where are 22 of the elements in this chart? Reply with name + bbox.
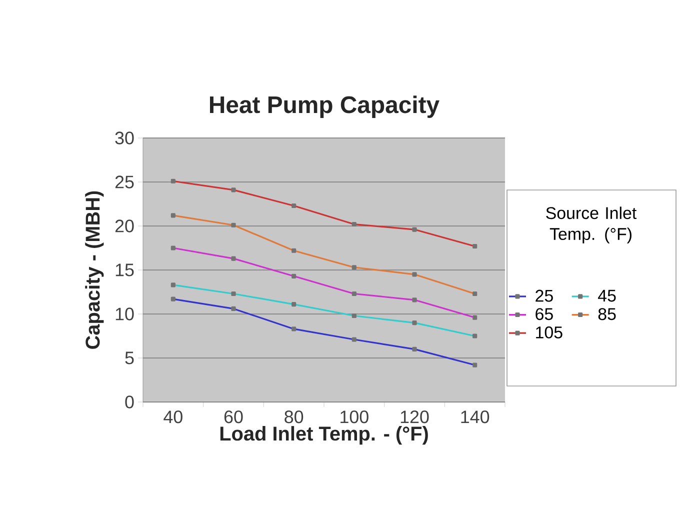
chart-title: Heat Pump Capacity — [210, 96, 440, 118]
y-tick-label: 30 — [115, 132, 134, 144]
legend-label: 105 — [536, 326, 562, 338]
x-tick-label: 80 — [284, 410, 304, 424]
legend-title: Source Inlet Temp. (°F) — [546, 206, 637, 244]
x-axis-title: Load Inlet Temp. - (°F) — [220, 426, 428, 445]
x-tick-label: 60 — [224, 410, 243, 424]
x-tick-label: 100 — [340, 410, 368, 424]
x-tick-label: 120 — [400, 410, 429, 424]
y-axis-title: Capacity - (MBH) — [85, 191, 104, 349]
legend-label: 25 — [536, 290, 553, 302]
legend-label: 45 — [598, 290, 616, 302]
x-tick-label: 140 — [461, 410, 490, 424]
y-tick-label: 15 — [116, 264, 134, 276]
x-tick-label: 40 — [164, 410, 182, 424]
legend-label: 85 — [598, 308, 616, 320]
y-tick-label: 20 — [115, 220, 134, 232]
y-tick-label: 25 — [115, 176, 134, 188]
y-tick-label: 5 — [125, 352, 134, 364]
y-tick-label: 0 — [125, 396, 134, 408]
y-tick-label: 10 — [116, 308, 134, 320]
legend-label: 65 — [536, 308, 553, 320]
